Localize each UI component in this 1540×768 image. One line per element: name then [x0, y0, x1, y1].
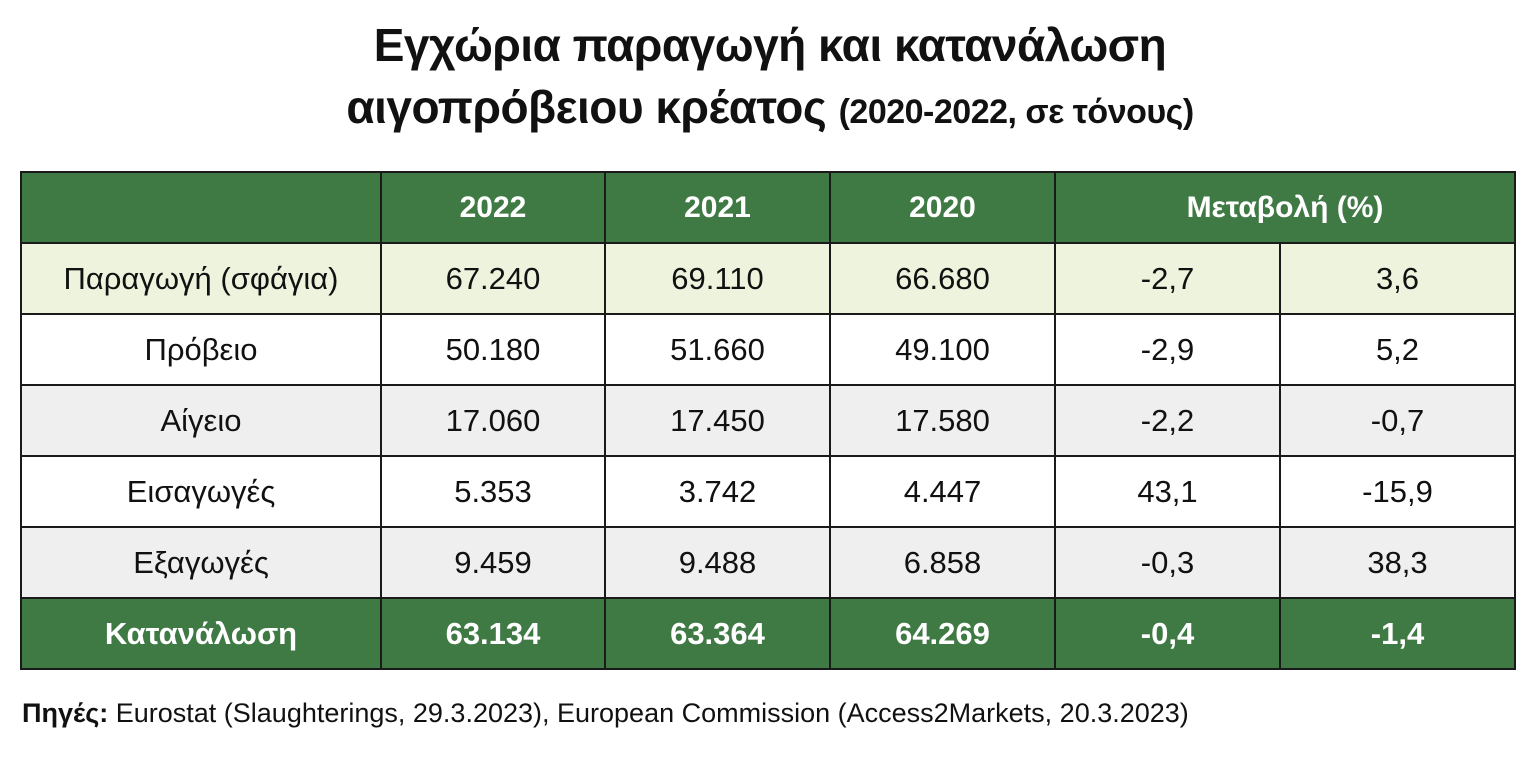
header-2020: 2020 [829, 171, 1056, 244]
change-2021-2020: -1,4 [1279, 597, 1516, 670]
change-2022-2021: -0,4 [1054, 597, 1281, 670]
table-row: Αίγειο 17.060 17.450 17.580 -2,2 -0,7 [20, 384, 1516, 457]
value-2022: 5.353 [380, 455, 606, 528]
value-2020: 17.580 [829, 384, 1056, 457]
change-2021-2020: -15,9 [1279, 455, 1516, 528]
header-change: Μεταβολή (%) [1054, 171, 1516, 244]
change-2022-2021: -0,3 [1054, 526, 1281, 599]
value-2022: 67.240 [380, 242, 606, 315]
value-2021: 3.742 [604, 455, 831, 528]
value-2021: 69.110 [604, 242, 831, 315]
data-table: 2022 2021 2020 Μεταβολή (%) Παραγωγή (σφ… [20, 171, 1516, 670]
header-2021: 2021 [604, 171, 831, 244]
value-2022: 50.180 [380, 313, 606, 386]
value-2020: 64.269 [829, 597, 1056, 670]
change-2021-2020: 3,6 [1279, 242, 1516, 315]
value-2021: 63.364 [604, 597, 831, 670]
change-2021-2020: 38,3 [1279, 526, 1516, 599]
title-subtitle: (2020-2022, σε τόνους) [838, 93, 1195, 131]
change-2022-2021: -2,2 [1054, 384, 1281, 457]
title-line-1: Εγχώρια παραγωγή και κατανάλωση [373, 19, 1167, 71]
change-2022-2021: -2,7 [1054, 242, 1281, 315]
title-main: αιγοπρόβειου κρέατος [346, 81, 827, 133]
table-row: Παραγωγή (σφάγια) 67.240 69.110 66.680 -2,7 3… [20, 242, 1516, 315]
header-blank [20, 171, 382, 244]
change-2022-2021: -2,9 [1054, 313, 1281, 386]
value-2021: 51.660 [604, 313, 831, 386]
row-label: Κατανάλωση [20, 597, 382, 670]
table-row: Εξαγωγές 9.459 9.488 6.858 -0,3 38,3 [20, 526, 1516, 599]
row-label: Αίγειο [20, 384, 382, 457]
value-2020: 49.100 [829, 313, 1056, 386]
value-2021: 9.488 [604, 526, 831, 599]
value-2020: 4.447 [829, 455, 1056, 528]
table-header-row: 2022 2021 2020 Μεταβολή (%) [20, 171, 1516, 244]
change-2021-2020: -0,7 [1279, 384, 1516, 457]
row-label: Εισαγωγές [20, 455, 382, 528]
change-2022-2021: 43,1 [1054, 455, 1281, 528]
change-2021-2020: 5,2 [1279, 313, 1516, 386]
table-body: Παραγωγή (σφάγια) 67.240 69.110 66.680 -2,7 3… [20, 242, 1516, 670]
row-label: Εξαγωγές [20, 526, 382, 599]
table-row: Κατανάλωση 63.134 63.364 64.269 -0,4 -1,4 [20, 597, 1516, 670]
title-line-2: αιγοπρόβειου κρέατος (2020-2022, σε τόνο… [0, 76, 1540, 143]
value-2020: 66.680 [829, 242, 1056, 315]
value-2020: 6.858 [829, 526, 1056, 599]
source-note: Πηγές: Eurostat (Slaughterings, 29.3.202… [22, 698, 1189, 729]
value-2022: 9.459 [380, 526, 606, 599]
value-2021: 17.450 [604, 384, 831, 457]
value-2022: 63.134 [380, 597, 606, 670]
table-row: Εισαγωγές 5.353 3.742 4.447 43,1 -15,9 [20, 455, 1516, 528]
table-row: Πρόβειο 50.180 51.660 49.100 -2,9 5,2 [20, 313, 1516, 386]
header-2022: 2022 [380, 171, 606, 244]
chart-title: Εγχώρια παραγωγή και κατανάλωση αιγοπρόβ… [0, 14, 1540, 143]
row-label: Πρόβειο [20, 313, 382, 386]
source-label: Πηγές: [22, 698, 109, 728]
row-label: Παραγωγή (σφάγια) [20, 242, 382, 315]
source-text: Eurostat (Slaughterings, 29.3.2023), Eur… [108, 698, 1189, 728]
value-2022: 17.060 [380, 384, 606, 457]
